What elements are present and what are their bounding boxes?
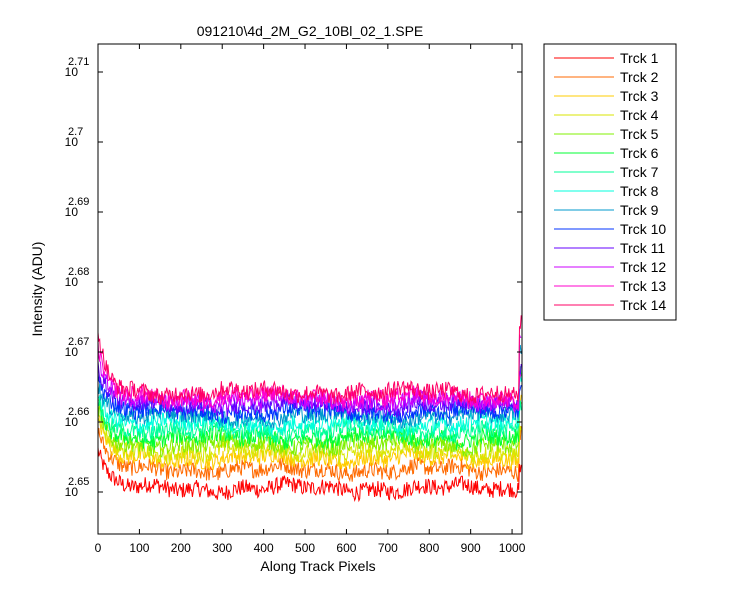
x-tick-label: 800 (419, 541, 439, 555)
series-line (98, 370, 522, 437)
legend-label: Trck 1 (620, 50, 659, 66)
legend-label: Trck 4 (620, 107, 659, 123)
legend-label: Trck 7 (620, 164, 659, 180)
legend-label: Trck 13 (620, 278, 666, 294)
y-axis-label: Intensity (ADU) (29, 242, 45, 337)
y-tick-label-exponent: 2.7 (68, 126, 83, 138)
series-line (98, 447, 522, 503)
chart-title: 091210\4d_2M_G2_10Bl_02_1.SPE (197, 23, 424, 39)
series-line (98, 396, 522, 444)
x-tick-label: 200 (171, 541, 191, 555)
y-tick-label-exponent: 2.68 (68, 266, 89, 278)
y-tick-label-exponent: 2.66 (68, 406, 89, 418)
legend-label: Trck 10 (620, 221, 666, 237)
x-tick-label: 600 (336, 541, 356, 555)
series-line (98, 416, 522, 465)
y-tick-label-base: 10 (65, 135, 79, 149)
series-line (98, 315, 522, 405)
legend-label: Trck 6 (620, 145, 659, 161)
x-tick-label: 700 (378, 541, 398, 555)
x-tick-label: 500 (295, 541, 315, 555)
y-tick-label-exponent: 2.69 (68, 196, 89, 208)
legend-label: Trck 9 (620, 202, 659, 218)
legend-box (543, 43, 677, 321)
y-tick-label-base: 10 (65, 205, 79, 219)
y-tick-label-base: 10 (65, 65, 79, 79)
legend-label: Trck 14 (620, 297, 666, 313)
x-tick-label: 0 (95, 541, 102, 555)
x-tick-label: 900 (461, 541, 481, 555)
y-tick-label-base: 10 (65, 415, 79, 429)
x-tick-label: 1000 (499, 541, 526, 555)
x-axis-label: Along Track Pixels (260, 558, 375, 574)
x-axis: 0 100 200 300 400 500 600 700 800 900 1000 (95, 44, 526, 555)
y-tick-label-exponent: 2.65 (68, 476, 89, 488)
y-tick-label-base: 10 (65, 345, 79, 359)
series-line (98, 426, 522, 483)
y-tick-label-base: 10 (65, 485, 79, 499)
plot-area (97, 43, 523, 535)
y-tick-label-exponent: 2.67 (68, 336, 89, 348)
legend-label: Trck 3 (620, 88, 659, 104)
x-tick-label: 100 (129, 541, 149, 555)
legend-label: Trck 12 (620, 259, 666, 275)
legend-label: Trck 5 (620, 126, 659, 142)
y-axis: 102.65102.66102.67102.68102.69102.7102.7… (65, 56, 522, 499)
x-tick-label: 300 (212, 541, 232, 555)
series-line (98, 344, 522, 429)
legend-label: Trck 2 (620, 69, 659, 85)
series-layer (98, 315, 522, 503)
x-tick-label: 400 (254, 541, 274, 555)
y-tick-label-base: 10 (65, 275, 79, 289)
legend-label: Trck 8 (620, 183, 659, 199)
y-tick-label-exponent: 2.71 (68, 56, 89, 68)
legend: Trck 1 Trck 2 Trck 3 Trck 4 Trck 5 Trck 6 Trck… (543, 43, 677, 321)
legend-label: Trck 11 (620, 240, 665, 256)
